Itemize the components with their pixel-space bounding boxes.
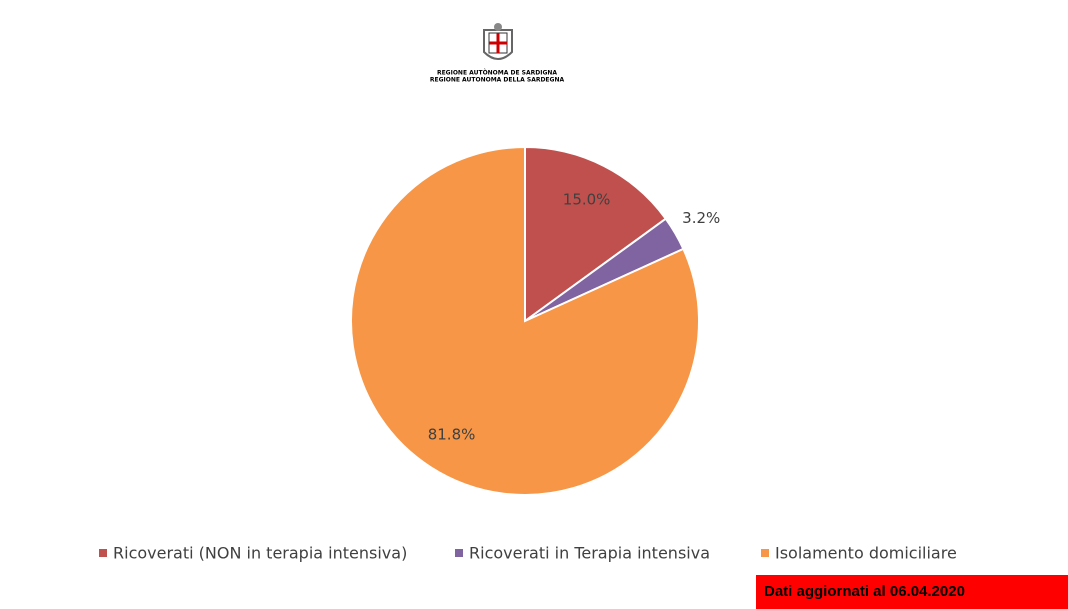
data-label: 81.8% xyxy=(428,426,476,444)
pie-slice xyxy=(350,145,700,496)
logo-text: REGIONE AUTÒNOMA DE SARDIGNA xyxy=(437,70,557,77)
legend-label: Isolamento domiciliare xyxy=(775,544,957,563)
logo-text: REGIONE AUTONOMA DELLA SARDEGNA xyxy=(430,77,565,84)
legend-label: Ricoverati in Terapia intensiva xyxy=(469,544,710,563)
pie-slice xyxy=(524,145,668,323)
update-note: Dati aggiornati al 06.04.2020 xyxy=(756,575,1068,609)
data-label: 15.0% xyxy=(563,191,611,209)
legend-swatch xyxy=(761,549,769,557)
data-label: 3.2% xyxy=(682,209,720,227)
legend-swatch xyxy=(99,549,107,557)
logo-emblem xyxy=(483,23,513,60)
legend-swatch xyxy=(455,549,463,557)
legend-label: Ricoverati (NON in terapia intensiva) xyxy=(113,544,407,563)
